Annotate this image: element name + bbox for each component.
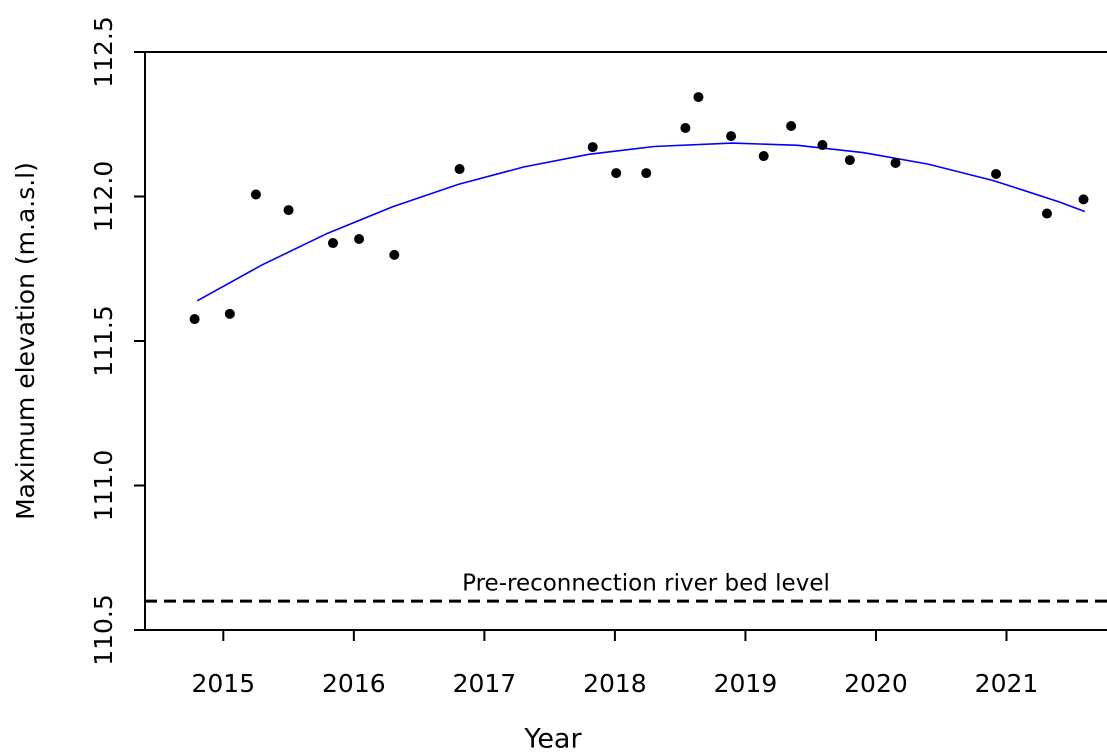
point	[587, 142, 598, 153]
point	[1041, 208, 1052, 219]
y-axis-title: Maximum elevation (m.a.s.l)	[11, 162, 40, 520]
point	[389, 249, 400, 260]
x-tick-label: 2015	[192, 669, 256, 698]
x-tick-label: 2019	[714, 669, 778, 698]
reference-label: Pre-reconnection river bed level	[462, 571, 830, 597]
x-tick-label: 2020	[844, 669, 908, 698]
point	[224, 308, 235, 319]
point	[189, 314, 200, 325]
x-tick-label: 2016	[322, 669, 386, 698]
y-tick-label: 111.0	[89, 450, 118, 522]
point	[991, 168, 1002, 179]
x-tick-label: 2017	[453, 669, 517, 698]
point	[1078, 194, 1089, 205]
x-tick-label: 2021	[975, 669, 1039, 698]
fit-line	[196, 142, 1086, 302]
point	[611, 168, 622, 179]
point	[693, 92, 704, 103]
point	[817, 140, 828, 151]
point	[327, 238, 338, 249]
point	[283, 205, 294, 216]
y-tick-label: 110.5	[89, 594, 118, 666]
point	[680, 123, 691, 134]
point	[726, 131, 737, 142]
point	[250, 189, 261, 200]
y-tick-label: 112.5	[89, 16, 118, 88]
point	[641, 168, 652, 179]
point	[786, 120, 797, 131]
y-tick-label: 111.5	[89, 305, 118, 377]
point	[890, 157, 901, 168]
point	[454, 164, 465, 175]
x-axis-title: Year	[523, 724, 582, 755]
y-tick-label: 112.0	[89, 161, 118, 233]
x-tick-label: 2018	[583, 669, 647, 698]
point	[844, 155, 855, 166]
point	[758, 151, 769, 162]
point	[354, 233, 365, 244]
